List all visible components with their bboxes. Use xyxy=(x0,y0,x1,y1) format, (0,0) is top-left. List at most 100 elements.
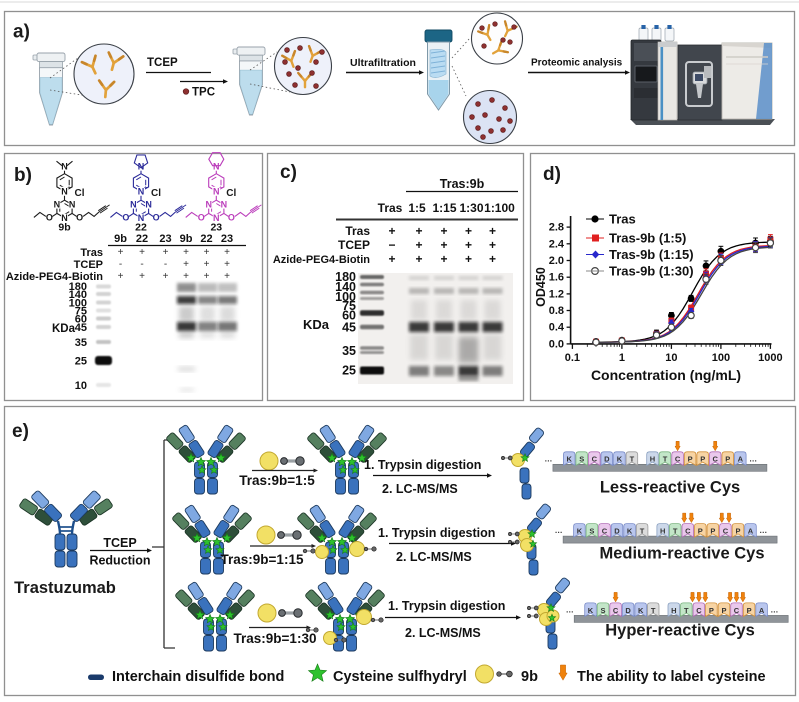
svg-text:-: - xyxy=(140,259,143,270)
svg-text:C: C xyxy=(613,606,619,615)
svg-text:C: C xyxy=(685,527,691,536)
svg-text:Tras:9b=1:15: Tras:9b=1:15 xyxy=(221,552,304,567)
svg-text:25: 25 xyxy=(342,364,356,378)
svg-text:23: 23 xyxy=(159,233,171,245)
svg-text:1:5: 1:5 xyxy=(408,201,426,215)
svg-text:KDa: KDa xyxy=(303,317,330,332)
svg-text:Hyper-reactive Cys: Hyper-reactive Cys xyxy=(605,622,755,640)
svg-text:1. Trypsin digestion: 1. Trypsin digestion xyxy=(364,458,481,472)
svg-text:+: + xyxy=(440,238,447,252)
svg-text:…: … xyxy=(566,605,574,614)
svg-text:H: H xyxy=(671,606,676,615)
svg-text:+: + xyxy=(440,252,447,266)
svg-text:+: + xyxy=(183,271,189,282)
svg-text:10: 10 xyxy=(75,380,87,392)
svg-text:b): b) xyxy=(14,165,32,186)
svg-text:22: 22 xyxy=(136,233,148,245)
svg-text:O: O xyxy=(153,212,160,222)
svg-text:1. Trypsin digestion: 1. Trypsin digestion xyxy=(388,599,505,613)
svg-text:22: 22 xyxy=(135,222,147,234)
svg-text:1.6: 1.6 xyxy=(549,272,564,284)
svg-text:22: 22 xyxy=(200,233,212,245)
svg-text:OD450: OD450 xyxy=(534,267,548,307)
svg-text:+: + xyxy=(489,238,496,252)
svg-text:T: T xyxy=(630,455,635,464)
svg-text:Tras: Tras xyxy=(80,247,103,259)
svg-text:T: T xyxy=(684,606,689,615)
svg-text:2. LC-MS/MS: 2. LC-MS/MS xyxy=(382,482,458,496)
svg-text:+: + xyxy=(224,259,230,270)
svg-text:2. LC-MS/MS: 2. LC-MS/MS xyxy=(405,626,481,640)
svg-text:N: N xyxy=(221,200,228,210)
svg-text:…: … xyxy=(555,526,563,535)
svg-text:K: K xyxy=(638,606,644,615)
svg-text:N: N xyxy=(61,162,68,172)
svg-text:N: N xyxy=(213,162,220,172)
svg-text:75: 75 xyxy=(75,306,87,318)
svg-text:P: P xyxy=(735,527,740,536)
svg-text:TCEP: TCEP xyxy=(147,57,178,69)
svg-text:Reduction: Reduction xyxy=(89,554,150,568)
svg-text:2.0: 2.0 xyxy=(549,255,564,267)
svg-text:N: N xyxy=(213,186,220,196)
svg-text:H: H xyxy=(650,455,655,464)
svg-text:S: S xyxy=(600,606,605,615)
svg-text:+: + xyxy=(465,224,472,238)
svg-text:K: K xyxy=(617,455,623,464)
svg-text:e): e) xyxy=(12,421,29,442)
svg-text:9b: 9b xyxy=(114,233,127,245)
svg-text:O: O xyxy=(76,212,83,222)
svg-text:…: … xyxy=(544,454,552,463)
svg-text:Concentration (ng/mL): Concentration (ng/mL) xyxy=(591,367,741,383)
svg-text:H: H xyxy=(660,527,665,536)
svg-text:K: K xyxy=(566,455,572,464)
svg-text:TCEP: TCEP xyxy=(103,536,136,550)
svg-text:A: A xyxy=(748,527,754,536)
svg-text:+: + xyxy=(388,252,395,266)
svg-text:S: S xyxy=(579,455,584,464)
svg-text:10: 10 xyxy=(665,352,677,364)
svg-text:P: P xyxy=(698,527,703,536)
svg-text:0.4: 0.4 xyxy=(549,322,565,334)
svg-text:P: P xyxy=(710,527,715,536)
svg-text:N: N xyxy=(61,213,68,223)
svg-text:P: P xyxy=(725,455,730,464)
svg-text:K: K xyxy=(588,606,594,615)
svg-text:+: + xyxy=(183,259,189,270)
svg-text:D: D xyxy=(604,455,610,464)
svg-text:N: N xyxy=(205,200,212,210)
svg-text:23: 23 xyxy=(221,233,233,245)
svg-text:Tras:9b: Tras:9b xyxy=(440,177,485,191)
svg-text:+: + xyxy=(183,247,189,258)
svg-text:Cysteine sulfhydryl: Cysteine sulfhydryl xyxy=(333,669,467,685)
svg-text:-: - xyxy=(164,259,167,270)
svg-text:Tras-9b (1:15): Tras-9b (1:15) xyxy=(609,247,694,262)
svg-text:+: + xyxy=(118,247,124,258)
svg-text:9b: 9b xyxy=(521,669,538,685)
svg-text:C: C xyxy=(592,455,598,464)
svg-text:O: O xyxy=(122,212,129,222)
svg-text:T: T xyxy=(673,527,678,536)
svg-text:N: N xyxy=(130,200,137,210)
svg-text:C: C xyxy=(734,606,740,615)
svg-text:O: O xyxy=(46,212,53,222)
svg-text:+: + xyxy=(489,224,496,238)
svg-text:N: N xyxy=(138,213,145,223)
svg-text:N: N xyxy=(213,213,220,223)
svg-text:100: 100 xyxy=(335,290,356,304)
svg-text:180: 180 xyxy=(335,270,356,284)
svg-text:+: + xyxy=(224,247,230,258)
svg-text:Cl: Cl xyxy=(151,188,161,199)
svg-text:Azide-PEG4-Biotin: Azide-PEG4-Biotin xyxy=(6,271,103,283)
svg-text:45: 45 xyxy=(342,321,356,335)
svg-text:C: C xyxy=(602,527,608,536)
svg-text:9b: 9b xyxy=(180,233,193,245)
svg-text:+: + xyxy=(163,247,169,258)
svg-text:35: 35 xyxy=(75,337,87,349)
svg-text:100: 100 xyxy=(712,352,730,364)
svg-text:C: C xyxy=(675,455,681,464)
svg-text:+: + xyxy=(224,271,230,282)
svg-text:Trastuzumab: Trastuzumab xyxy=(14,579,116,597)
svg-text:+: + xyxy=(465,238,472,252)
svg-text:45: 45 xyxy=(75,322,87,334)
